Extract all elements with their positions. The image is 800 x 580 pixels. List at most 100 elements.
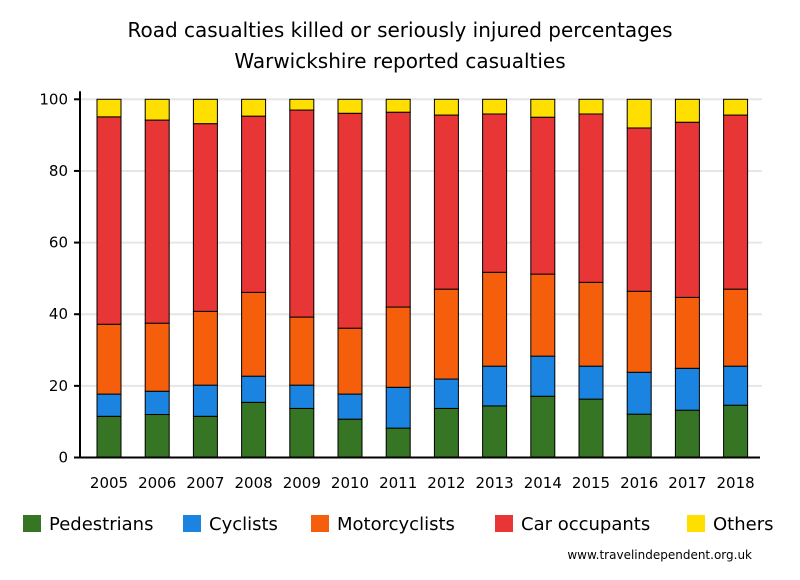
bar-segment-pedestrians-2009: [289, 407, 315, 459]
legend-swatch: [687, 515, 705, 532]
legend-item-pedestrians: Pedestrians: [23, 514, 153, 535]
bar-segment-car-occupants-2008: [241, 115, 267, 293]
bar-segment-motorcyclists-2012: [433, 288, 459, 380]
bar-stack-2006: [144, 98, 170, 458]
bar-segment-others-2008: [241, 98, 267, 117]
bar-stack-2007: [192, 98, 218, 459]
bar-segment-cyclists-2017: [674, 367, 700, 411]
legend-label: Motorcyclists: [337, 514, 455, 535]
bar-segment-pedestrians-2018: [723, 404, 749, 458]
x-tick-label: 2006: [138, 474, 176, 492]
bar-segment-others-2018: [723, 98, 749, 116]
bar-segment-motorcyclists-2014: [530, 273, 556, 357]
bar-segment-pedestrians-2005: [96, 415, 122, 459]
x-tick-label: 2007: [186, 474, 224, 492]
bar-segment-car-occupants-2017: [674, 121, 700, 298]
bar-segment-pedestrians-2016: [626, 413, 652, 459]
bar-segment-car-occupants-2012: [433, 114, 459, 290]
bar-segment-cyclists-2012: [433, 378, 459, 409]
bar-segment-motorcyclists-2016: [626, 290, 652, 373]
bar-segment-car-occupants-2010: [337, 112, 363, 329]
bar-segment-car-occupants-2015: [578, 113, 604, 283]
legend-swatch: [23, 515, 41, 532]
legend-label: Cyclists: [209, 514, 278, 535]
bar-stack-2011: [385, 98, 411, 458]
bar-segment-pedestrians-2013: [482, 405, 508, 458]
bar-segment-others-2006: [144, 98, 170, 121]
bar-segment-cyclists-2014: [530, 355, 556, 397]
bar-segment-motorcyclists-2008: [241, 291, 267, 377]
x-tick-label: 2016: [620, 474, 658, 492]
bar-stack-2010: [337, 98, 363, 459]
bar-segment-car-occupants-2007: [192, 123, 218, 312]
bar-stack-2012: [433, 98, 459, 459]
bar-segment-others-2010: [337, 98, 363, 114]
bar-segment-cyclists-2010: [337, 393, 363, 420]
bar-segment-motorcyclists-2011: [385, 306, 411, 388]
x-tick-label: 2005: [90, 474, 128, 492]
bar-segment-cyclists-2016: [626, 371, 652, 415]
legend-swatch: [495, 515, 513, 532]
bar-segment-motorcyclists-2006: [144, 322, 170, 392]
bar-segment-car-occupants-2006: [144, 119, 170, 324]
bar-stack-2017: [674, 98, 700, 458]
y-tick-label: 40: [49, 305, 68, 323]
x-axis-ticks: 2005 2006 2007 2008 2009 2010 2011 2012 2013 2014…: [90, 474, 755, 492]
legend: Pedestrians Cyclists Motorcyclists Car occu…: [23, 514, 774, 535]
legend-item-others: Others: [687, 514, 774, 535]
bar-stack-2009: [289, 98, 315, 459]
bar-segment-cyclists-2006: [144, 390, 170, 416]
legend-label: Others: [713, 514, 774, 535]
bar-segment-cyclists-2007: [192, 384, 218, 417]
y-tick-label: 80: [49, 162, 68, 180]
bar-segment-car-occupants-2014: [530, 116, 556, 275]
y-tick-label: 20: [49, 377, 68, 395]
bar-segment-car-occupants-2011: [385, 111, 411, 308]
bar-segment-others-2015: [578, 98, 604, 115]
bar-segment-pedestrians-2017: [674, 409, 700, 458]
legend-label: Pedestrians: [49, 514, 153, 535]
bar-segment-pedestrians-2011: [385, 427, 411, 458]
bar-segment-pedestrians-2007: [192, 415, 218, 459]
bar-segment-pedestrians-2012: [433, 407, 459, 459]
bar-segment-pedestrians-2015: [578, 398, 604, 459]
bar-segment-cyclists-2013: [482, 365, 508, 407]
bar-segment-motorcyclists-2017: [674, 296, 700, 369]
legend-item-motorcyclists: Motorcyclists: [311, 514, 455, 535]
bar-segment-motorcyclists-2005: [96, 323, 122, 395]
chart-subtitle: Warwickshire reported casualties: [234, 49, 565, 73]
bar-segment-car-occupants-2018: [723, 114, 749, 290]
bar-segment-motorcyclists-2015: [578, 281, 604, 367]
x-tick-label: 2010: [331, 474, 369, 492]
bar-stack-2018: [723, 98, 749, 458]
bar-stack-2015: [578, 98, 604, 459]
bar-segment-pedestrians-2008: [241, 401, 267, 458]
legend-label: Car occupants: [521, 514, 650, 535]
bar-segment-cyclists-2005: [96, 393, 122, 417]
bar-segment-others-2007: [192, 98, 218, 125]
bar-segment-others-2013: [482, 98, 508, 115]
bars: [96, 98, 749, 459]
bar-segment-others-2012: [433, 98, 459, 116]
bar-segment-cyclists-2008: [241, 375, 267, 403]
bar-stack-2013: [482, 98, 508, 458]
bar-segment-motorcyclists-2018: [723, 288, 749, 367]
x-tick-label: 2017: [668, 474, 706, 492]
bar-segment-others-2009: [289, 98, 315, 111]
y-axis-ticks: 0 20 40 60 80 100: [39, 90, 80, 467]
legend-item-cyclists: Cyclists: [183, 514, 278, 535]
y-tick-label: 0: [58, 449, 68, 467]
bar-stack-2016: [626, 98, 652, 459]
bar-segment-motorcyclists-2013: [482, 271, 508, 367]
y-tick-label: 100: [39, 90, 68, 108]
source-credit: www.travelindependent.org.uk: [567, 548, 752, 562]
chart-title: Road casualties killed or seriously inju…: [127, 18, 672, 42]
x-tick-label: 2014: [524, 474, 562, 492]
bar-segment-cyclists-2009: [289, 384, 315, 409]
x-tick-label: 2015: [572, 474, 610, 492]
y-tick-label: 60: [49, 234, 68, 252]
bar-segment-others-2005: [96, 98, 122, 118]
gridlines: [80, 98, 762, 387]
bar-segment-others-2014: [530, 98, 556, 118]
